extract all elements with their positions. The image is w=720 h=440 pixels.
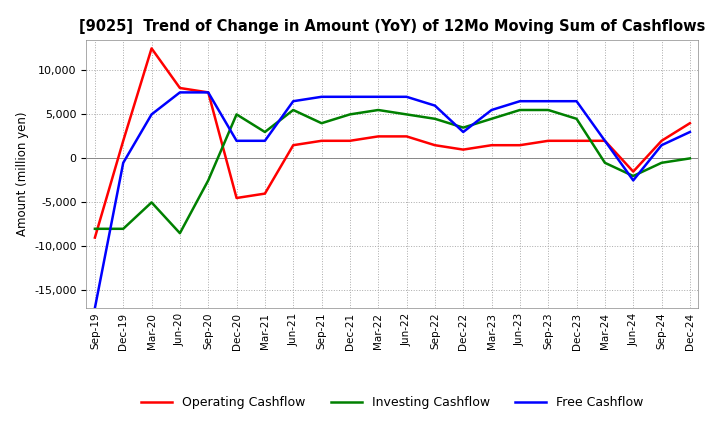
Investing Cashflow bbox=[91, 226, 99, 231]
Investing Cashflow bbox=[289, 107, 297, 113]
Operating Cashflow bbox=[346, 138, 354, 143]
Free Cashflow bbox=[318, 94, 326, 99]
Operating Cashflow bbox=[233, 195, 241, 201]
Legend: Operating Cashflow, Investing Cashflow, Free Cashflow: Operating Cashflow, Investing Cashflow, … bbox=[136, 392, 649, 414]
Operating Cashflow bbox=[459, 147, 467, 152]
Operating Cashflow bbox=[685, 121, 694, 126]
Investing Cashflow bbox=[402, 112, 411, 117]
Investing Cashflow bbox=[233, 112, 241, 117]
Operating Cashflow bbox=[402, 134, 411, 139]
Free Cashflow bbox=[600, 138, 609, 143]
Operating Cashflow bbox=[600, 138, 609, 143]
Free Cashflow bbox=[402, 94, 411, 99]
Operating Cashflow bbox=[204, 90, 212, 95]
Y-axis label: Amount (million yen): Amount (million yen) bbox=[16, 112, 29, 236]
Free Cashflow bbox=[459, 129, 467, 135]
Line: Investing Cashflow: Investing Cashflow bbox=[95, 110, 690, 233]
Operating Cashflow bbox=[572, 138, 581, 143]
Operating Cashflow bbox=[629, 169, 637, 174]
Investing Cashflow bbox=[176, 231, 184, 236]
Operating Cashflow bbox=[119, 138, 127, 143]
Investing Cashflow bbox=[148, 200, 156, 205]
Line: Operating Cashflow: Operating Cashflow bbox=[95, 48, 690, 238]
Investing Cashflow bbox=[374, 107, 382, 113]
Free Cashflow bbox=[346, 94, 354, 99]
Operating Cashflow bbox=[657, 138, 666, 143]
Operating Cashflow bbox=[318, 138, 326, 143]
Title: [9025]  Trend of Change in Amount (YoY) of 12Mo Moving Sum of Cashflows: [9025] Trend of Change in Amount (YoY) o… bbox=[79, 19, 706, 34]
Investing Cashflow bbox=[318, 121, 326, 126]
Investing Cashflow bbox=[516, 107, 524, 113]
Investing Cashflow bbox=[346, 112, 354, 117]
Operating Cashflow bbox=[374, 134, 382, 139]
Investing Cashflow bbox=[600, 160, 609, 165]
Investing Cashflow bbox=[204, 178, 212, 183]
Operating Cashflow bbox=[431, 143, 439, 148]
Operating Cashflow bbox=[516, 143, 524, 148]
Investing Cashflow bbox=[261, 129, 269, 135]
Investing Cashflow bbox=[487, 116, 496, 121]
Operating Cashflow bbox=[487, 143, 496, 148]
Free Cashflow bbox=[119, 160, 127, 165]
Free Cashflow bbox=[487, 107, 496, 113]
Operating Cashflow bbox=[176, 85, 184, 91]
Line: Free Cashflow: Free Cashflow bbox=[95, 92, 690, 308]
Operating Cashflow bbox=[148, 46, 156, 51]
Investing Cashflow bbox=[544, 107, 552, 113]
Free Cashflow bbox=[233, 138, 241, 143]
Investing Cashflow bbox=[685, 156, 694, 161]
Operating Cashflow bbox=[261, 191, 269, 196]
Free Cashflow bbox=[204, 90, 212, 95]
Investing Cashflow bbox=[657, 160, 666, 165]
Investing Cashflow bbox=[629, 173, 637, 179]
Free Cashflow bbox=[657, 143, 666, 148]
Investing Cashflow bbox=[119, 226, 127, 231]
Free Cashflow bbox=[431, 103, 439, 108]
Free Cashflow bbox=[148, 112, 156, 117]
Free Cashflow bbox=[261, 138, 269, 143]
Free Cashflow bbox=[685, 129, 694, 135]
Free Cashflow bbox=[629, 178, 637, 183]
Operating Cashflow bbox=[289, 143, 297, 148]
Free Cashflow bbox=[176, 90, 184, 95]
Investing Cashflow bbox=[459, 125, 467, 130]
Investing Cashflow bbox=[431, 116, 439, 121]
Operating Cashflow bbox=[544, 138, 552, 143]
Free Cashflow bbox=[374, 94, 382, 99]
Free Cashflow bbox=[544, 99, 552, 104]
Free Cashflow bbox=[91, 305, 99, 311]
Free Cashflow bbox=[572, 99, 581, 104]
Investing Cashflow bbox=[572, 116, 581, 121]
Free Cashflow bbox=[289, 99, 297, 104]
Free Cashflow bbox=[516, 99, 524, 104]
Operating Cashflow bbox=[91, 235, 99, 240]
